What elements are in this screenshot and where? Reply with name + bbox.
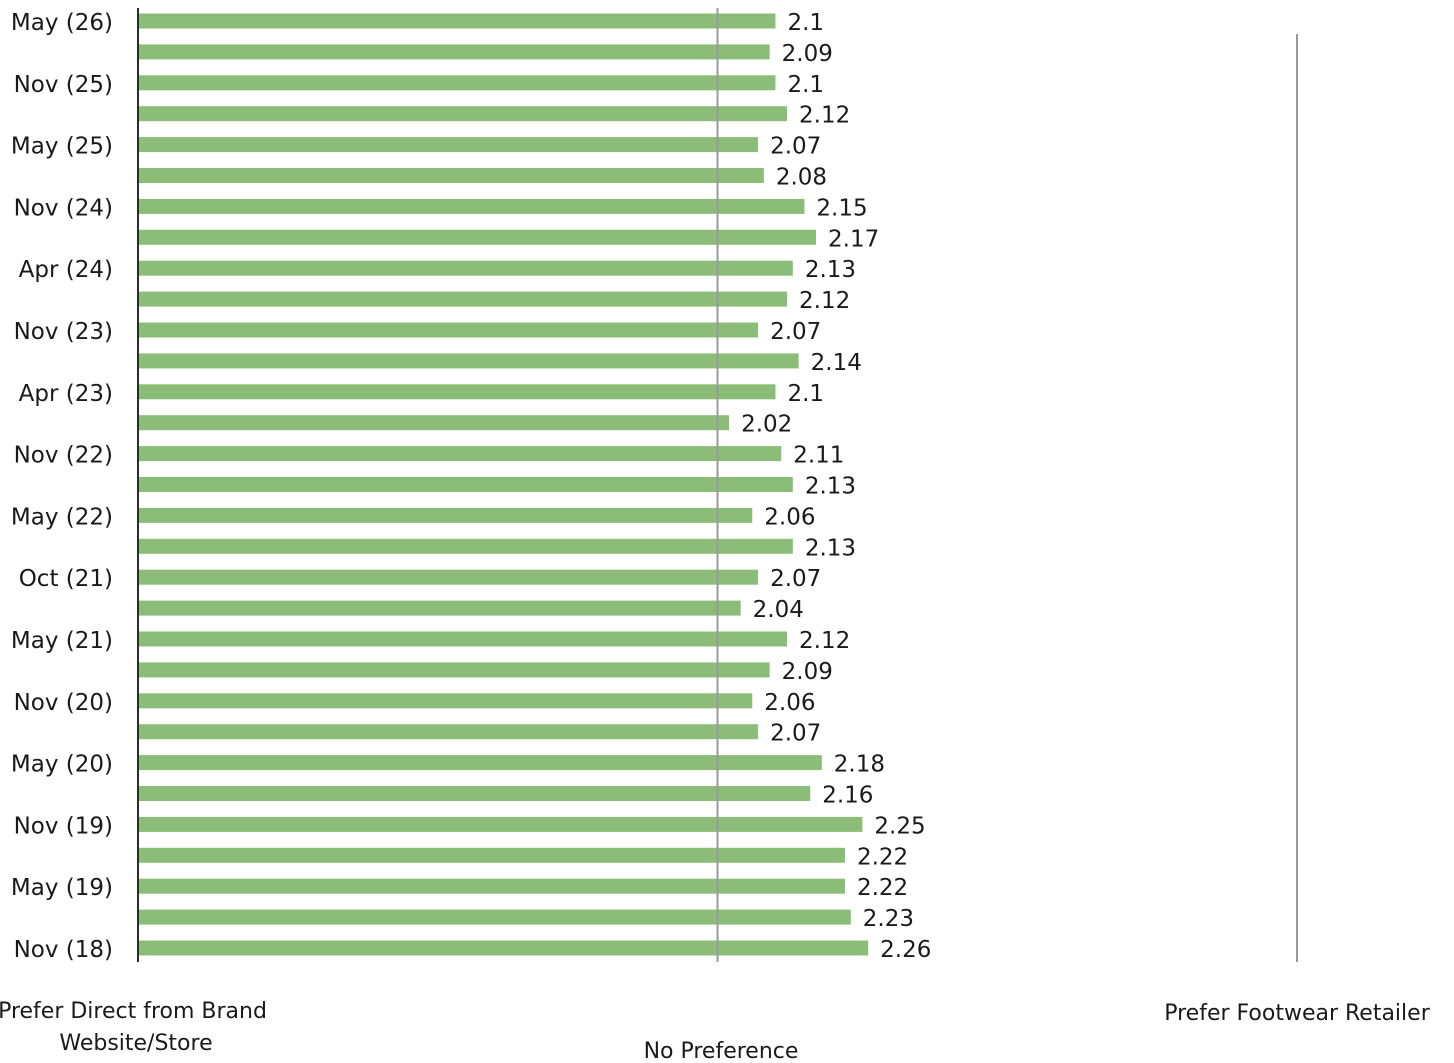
value-label: 2.12: [799, 288, 850, 314]
category-label: Nov (24): [14, 195, 113, 221]
bar: [138, 229, 817, 245]
value-label: 2.1: [787, 10, 824, 36]
bar: [138, 322, 759, 338]
bar: [138, 137, 759, 153]
bar: [138, 909, 851, 925]
bar: [138, 353, 799, 369]
category-label: Nov (23): [14, 319, 113, 345]
value-label: 2.13: [805, 257, 856, 283]
value-label: 2.1: [787, 381, 824, 407]
value-label: 2.25: [874, 813, 925, 839]
category-label: Nov (25): [14, 72, 113, 98]
category-label: Apr (24): [19, 257, 113, 283]
value-label: 2.12: [799, 103, 850, 129]
center-axis-label: No Preference: [644, 1039, 799, 1063]
value-label: 2.15: [816, 195, 867, 221]
value-label: 2.12: [799, 628, 850, 654]
value-label: 2.07: [770, 319, 821, 345]
value-label: 2.11: [793, 443, 844, 469]
value-label: 2.17: [828, 226, 879, 252]
bar: [138, 384, 776, 400]
bar: [138, 940, 869, 956]
value-label: 2.04: [753, 597, 804, 623]
bar: [138, 106, 788, 122]
category-label: May (22): [11, 504, 113, 530]
category-label: May (25): [11, 134, 113, 160]
bar: [138, 662, 770, 678]
bar: [138, 415, 730, 431]
bar: [138, 260, 793, 276]
value-label: 2.02: [741, 412, 792, 438]
value-label: 2.23: [863, 906, 914, 932]
category-label: Nov (20): [14, 690, 113, 716]
value-label: 2.26: [880, 937, 931, 963]
value-label: 2.22: [857, 844, 908, 870]
value-label: 2.07: [770, 134, 821, 160]
bar: [138, 724, 759, 740]
category-label: Nov (22): [14, 443, 113, 469]
bar: [138, 446, 782, 462]
category-label: May (19): [11, 875, 113, 901]
left-axis-label: Prefer Direct from Brand Website/Store: [0, 999, 274, 1056]
bar: [138, 847, 845, 863]
bar: [138, 631, 788, 647]
bar: [138, 198, 805, 214]
bar: [138, 168, 764, 183]
bar: [138, 755, 822, 771]
bar: [138, 569, 759, 585]
value-label: 2.09: [782, 659, 833, 685]
value-label: 2.08: [776, 165, 827, 191]
category-label: Oct (21): [19, 566, 113, 592]
category-label: Nov (19): [14, 813, 113, 839]
bar: [138, 538, 793, 554]
bar: [138, 878, 845, 894]
bar: [138, 44, 770, 60]
value-label: 2.16: [822, 783, 873, 809]
bar: [138, 816, 863, 832]
category-labels-group: May (26) Nov (25) May (25) Nov (24) Apr (24)…: [11, 10, 113, 963]
value-label: 2.22: [857, 875, 908, 901]
value-label: 2.07: [770, 721, 821, 747]
value-label: 2.06: [764, 504, 815, 530]
bar: [138, 786, 811, 801]
category-label: May (21): [11, 628, 113, 654]
bar: [138, 600, 741, 616]
value-labels-group: 2.1 2.09 2.1 2.12 2.07 2.08 2.15 2.17 2.13 2.12 2.…: [741, 10, 931, 963]
bar: [138, 75, 776, 91]
bar: [138, 693, 753, 709]
value-label: 2.14: [811, 350, 862, 376]
bar: [138, 13, 776, 29]
category-label: Nov (18): [14, 937, 113, 963]
category-label: May (26): [11, 10, 113, 36]
category-label: Apr (23): [19, 381, 113, 407]
value-label: 2.13: [805, 535, 856, 561]
value-label: 2.1: [787, 72, 824, 98]
value-label: 2.18: [834, 752, 885, 778]
bars-group: [138, 13, 869, 956]
value-label: 2.13: [805, 474, 856, 500]
value-label: 2.07: [770, 566, 821, 592]
value-label: 2.06: [764, 690, 815, 716]
value-label: 2.09: [782, 41, 833, 67]
category-label: May (20): [11, 752, 113, 778]
bar: [138, 507, 753, 523]
right-axis-label: Prefer Footwear Retailer: [1164, 1001, 1430, 1026]
bar: [138, 291, 788, 307]
bar: [138, 477, 793, 492]
